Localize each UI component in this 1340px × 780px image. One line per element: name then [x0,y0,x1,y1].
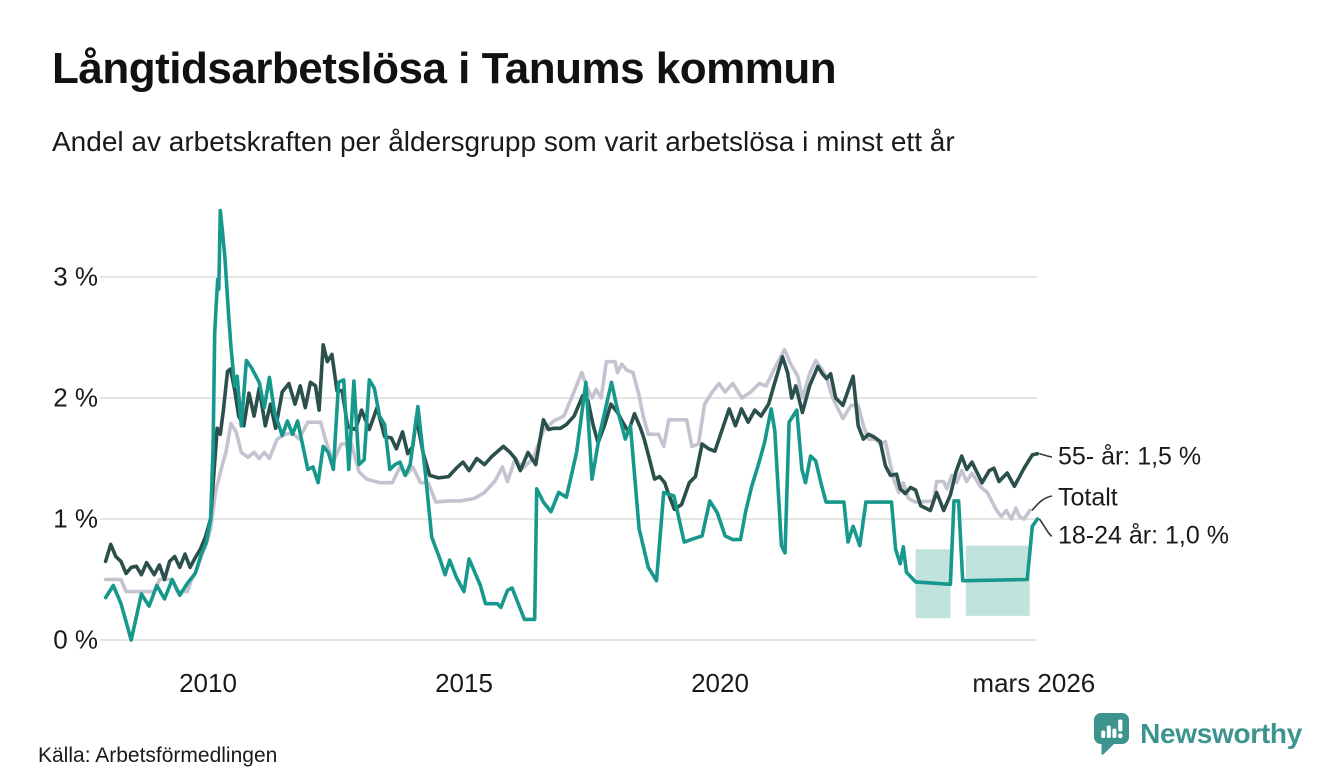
label-connector [1039,452,1053,458]
y-tick-label: 0 % [53,624,98,655]
page-title: Långtidsarbetslösa i Tanums kommun [52,44,837,93]
x-tick-label: 2015 [435,668,493,698]
series-line-totalt [103,347,1032,594]
x-tick-label: 2010 [179,668,237,698]
label-connector [1038,518,1053,537]
brand-name: Newsworthy [1140,718,1302,749]
chart-subtitle: Andel av arbetskraften per åldersgrupp s… [52,126,955,157]
y-tick-label: 2 % [53,382,98,413]
x-tick-label: 2020 [691,668,749,698]
newsworthy-icon [1094,713,1130,755]
y-tick-label: 3 % [53,261,98,292]
y-tick-label: 1 % [53,503,98,534]
source-note: Källa: Arbetsförmedlingen [38,744,278,767]
series-end-label: 18-24 år: 1,0 % [1058,521,1229,550]
series-end-label: Totalt [1058,483,1118,512]
brand-logo: Newsworthy [1093,712,1302,756]
series-line-18-24-r [103,208,1040,642]
series-end-label: 55- år: 1,5 % [1058,442,1202,471]
x-tick-label: mars 2026 [972,668,1096,698]
label-connector [1031,495,1053,512]
